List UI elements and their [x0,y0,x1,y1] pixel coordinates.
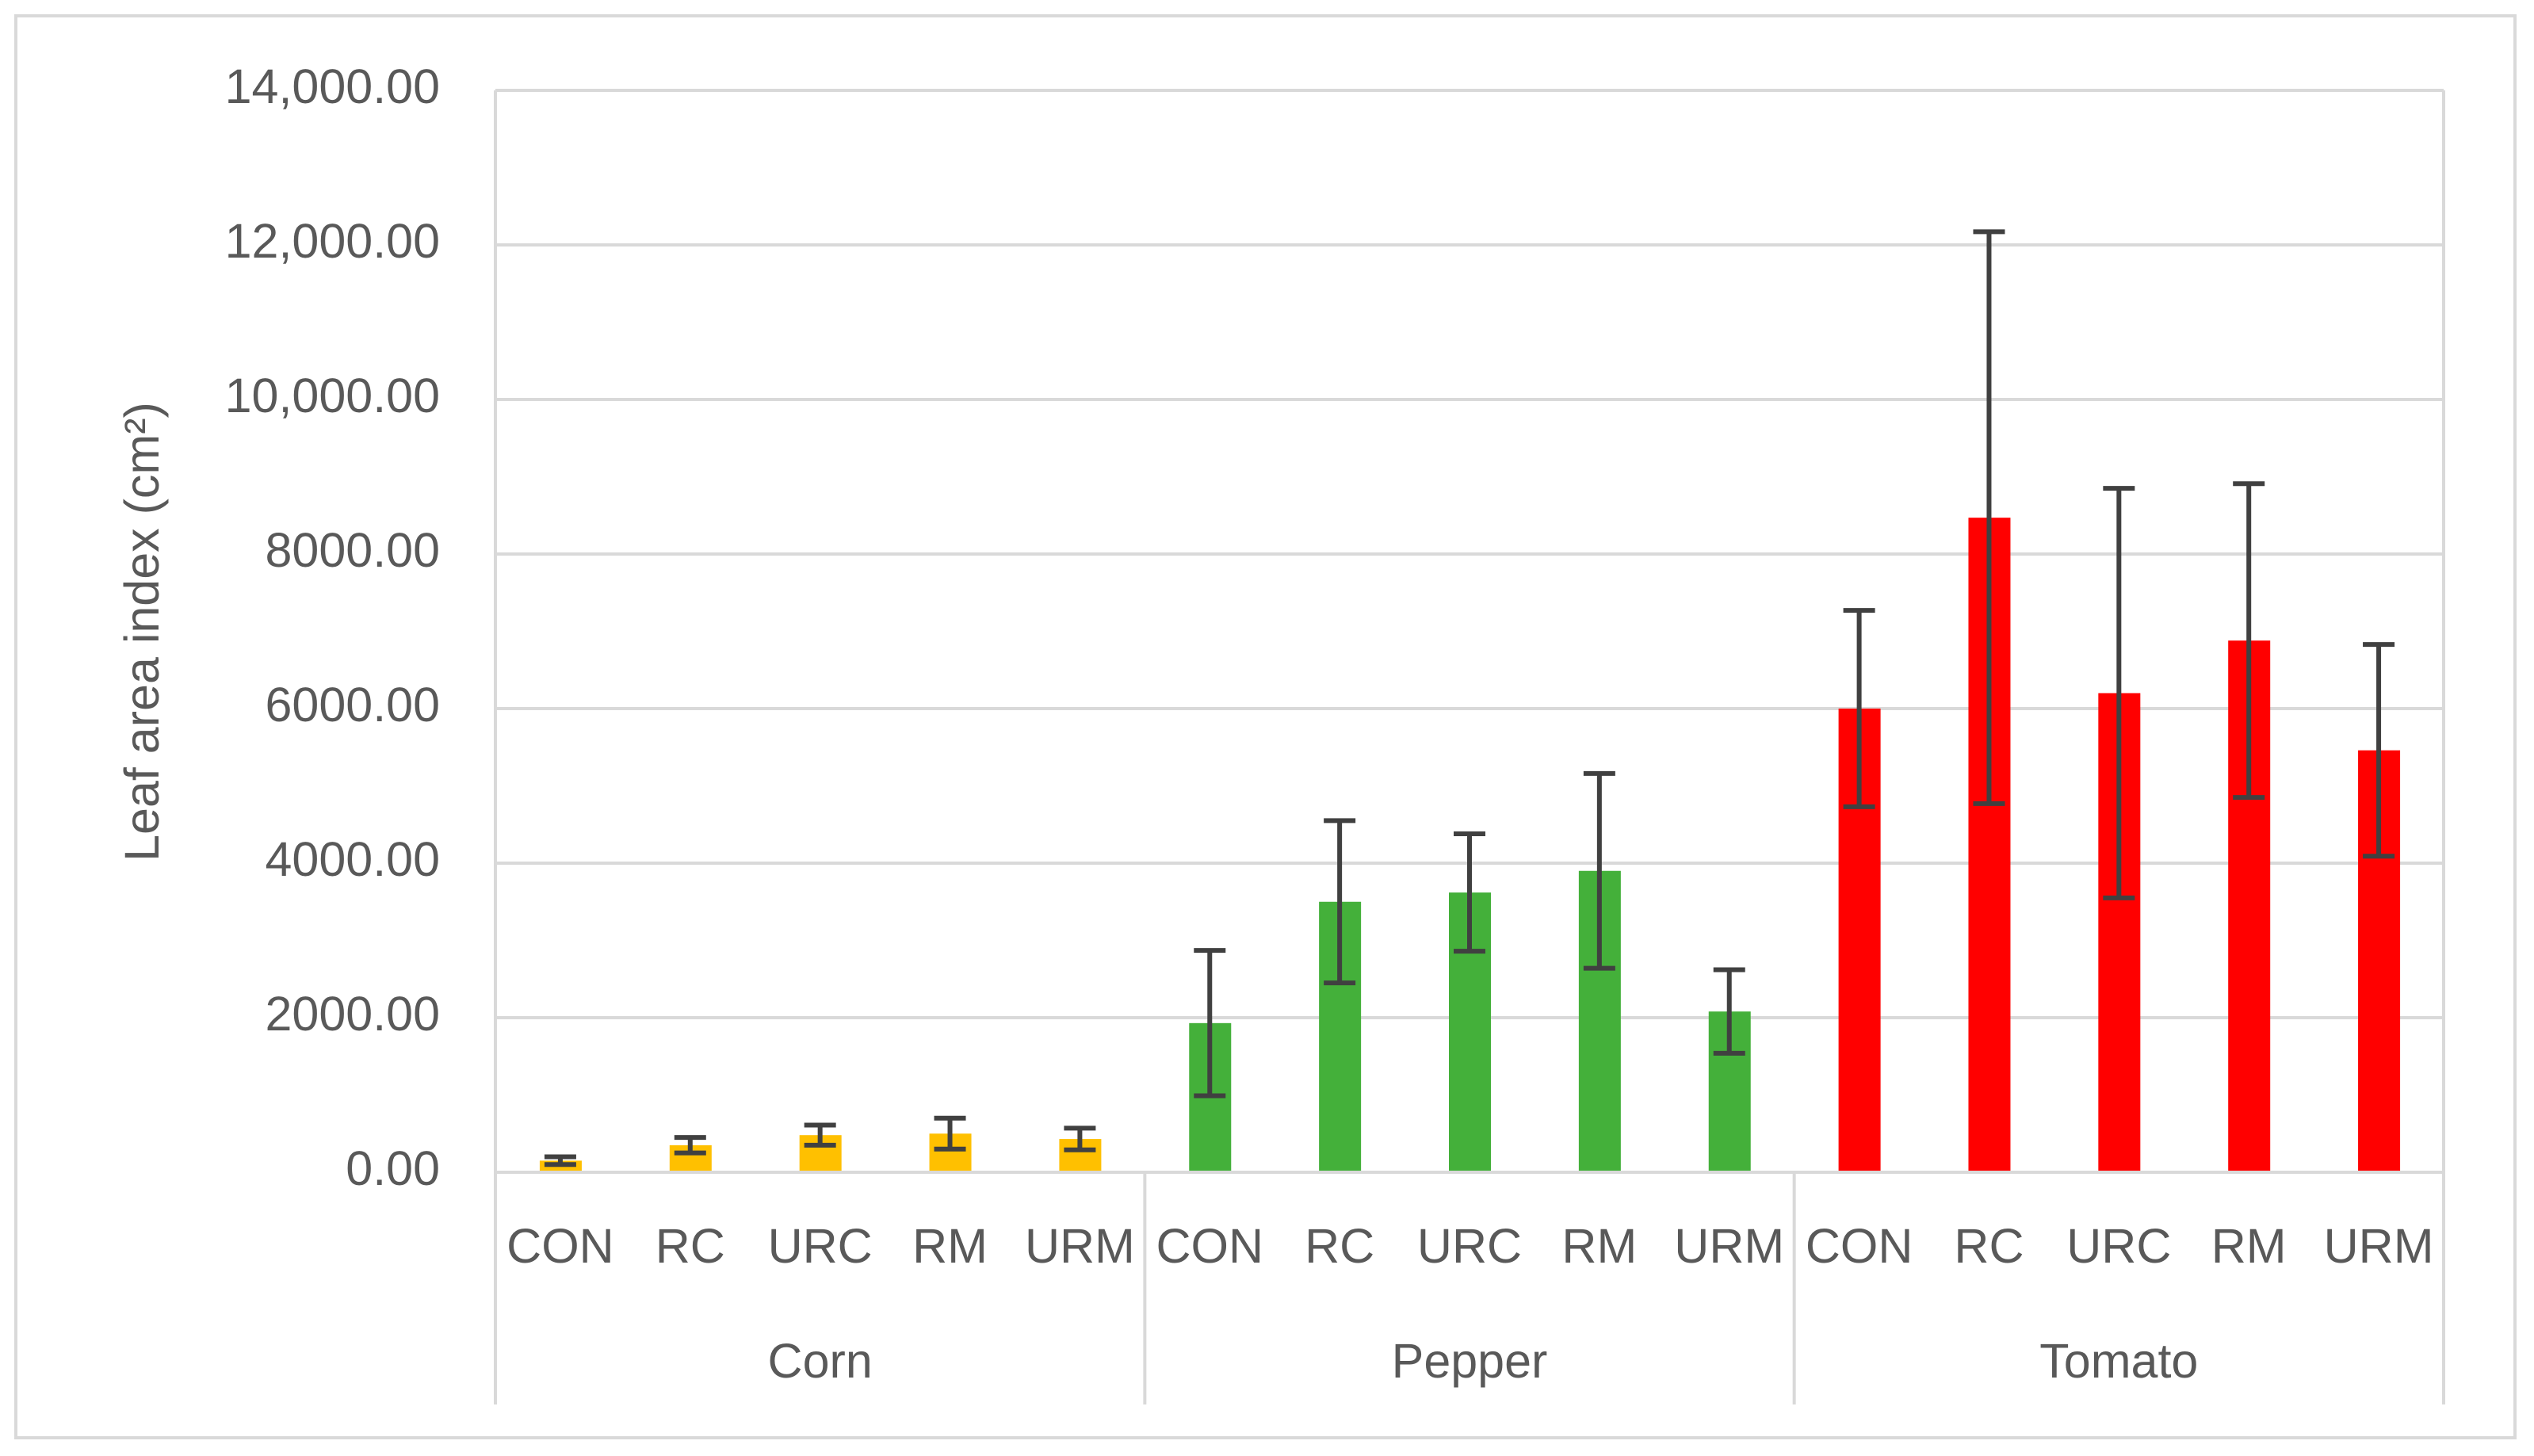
x-tick-label: RC [1954,1219,2024,1273]
x-tick-label: CON [1806,1219,1913,1273]
y-axis-title: Leaf area index (cm²) [115,402,169,862]
group-label: Pepper [1392,1334,1548,1388]
x-tick-label: URM [2324,1219,2434,1273]
x-tick-label: RC [1305,1219,1374,1273]
y-tick-label: 0.00 [346,1141,440,1195]
y-tick-label: 4000.00 [266,832,441,886]
y-tick-label: 14,000.00 [225,59,440,113]
x-tick-label: RC [655,1219,725,1273]
x-tick-label: URM [1025,1219,1135,1273]
group-label: Corn [768,1334,873,1388]
x-tick-label: CON [1156,1219,1263,1273]
y-tick-label: 10,000.00 [225,369,440,422]
group-label: Tomato [2039,1334,2198,1388]
x-tick-label: RM [912,1219,988,1273]
x-tick-label: URM [1674,1219,1784,1273]
x-tick-label: CON [506,1219,614,1273]
x-tick-label: RM [2211,1219,2287,1273]
y-tick-label: 12,000.00 [225,214,440,268]
x-tick-label: URC [2066,1219,2171,1273]
y-tick-label: 6000.00 [266,678,441,732]
x-tick-label: URC [1417,1219,1522,1273]
y-tick-label: 8000.00 [266,523,441,577]
x-tick-label: RM [1561,1219,1637,1273]
y-tick-label: 2000.00 [266,987,441,1041]
x-tick-label: URC [768,1219,873,1273]
